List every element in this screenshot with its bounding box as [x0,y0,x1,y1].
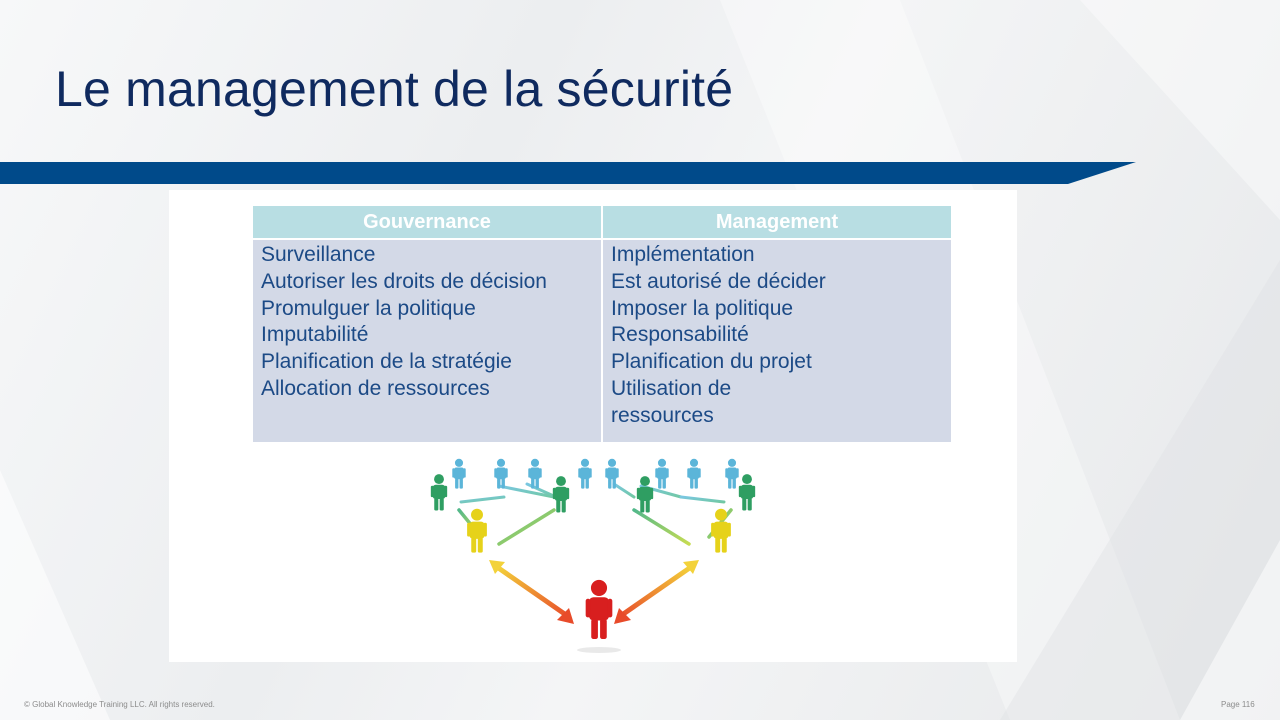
page-number: Page 116 [1221,700,1255,709]
table-row: Surveillance Autoriser les droits de déc… [253,240,951,442]
list-item: Planification du projet [611,350,812,374]
header-gouvernance: Gouvernance [253,206,601,238]
copyright-text: © Global Knowledge Training LLC. All rig… [24,700,215,709]
table-header-row: Gouvernance Management [253,206,951,238]
management-cell: Implémentation Est autorisé de décider I… [603,240,951,442]
list-item: Est autorisé de décider [611,269,826,293]
list-item: Imposer la politique [611,296,794,320]
people-hierarchy-icon [430,458,756,653]
gouvernance-cell: Surveillance Autoriser les droits de déc… [253,240,601,442]
header-management: Management [603,206,951,238]
list-item: Utilisation de [611,376,732,400]
list-item: Allocation de ressources [261,376,490,400]
comparison-table: Gouvernance Management Surveillance Auto… [251,204,953,444]
list-item: Autoriser les droits de décision [261,269,547,293]
list-item: Responsabilité [611,323,749,347]
list-item: Surveillance [261,243,376,266]
title-band [0,162,1136,184]
list-item: Planification de la stratégie [261,350,512,374]
content-panel: Gouvernance Management Surveillance Auto… [169,190,1017,662]
slide-title: Le management de la sécurité [55,61,734,117]
list-item: Promulguer la politique [261,296,476,320]
list-item: ressources [611,403,714,427]
list-item: Implémentation [611,243,755,266]
list-item: Imputabilité [261,323,369,347]
